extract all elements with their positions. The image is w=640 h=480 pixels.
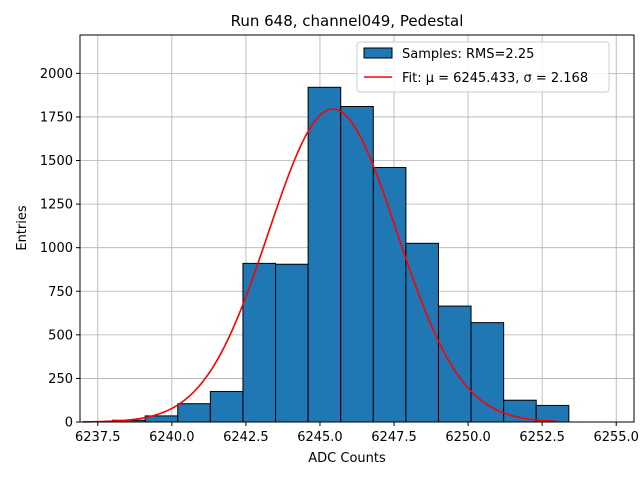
x-tick-label: 6242.5 xyxy=(223,430,269,445)
y-tick-label: 1750 xyxy=(40,110,73,125)
legend-label-fit: Fit: μ = 6245.433, σ = 2.168 xyxy=(402,71,588,86)
x-axis-ticks: 6237.5 6240.0 6242.5 6245.0 6247.5 6250.0 6252… xyxy=(75,422,639,445)
histogram-bar xyxy=(470,322,505,423)
histogram-bar xyxy=(307,86,342,423)
y-tick-label: 500 xyxy=(48,328,73,343)
x-tick-label: 6237.5 xyxy=(75,430,121,445)
y-tick-label: 1000 xyxy=(40,241,73,256)
plot-frame xyxy=(79,34,635,423)
histogram-bar xyxy=(275,263,309,423)
y-tick-label: 2000 xyxy=(40,67,73,82)
gaussian-fit-curve xyxy=(82,108,558,423)
chart-title: Run 648, channel049, Pedestal xyxy=(231,12,464,30)
legend-bar-swatch xyxy=(363,47,393,59)
x-tick-label: 6240.0 xyxy=(149,430,195,445)
histogram-bar xyxy=(209,390,244,423)
legend-label-samples: Samples: RMS=2.25 xyxy=(402,47,534,62)
fit-curve-layer xyxy=(82,108,558,423)
legend: Samples: RMS=2.25 Fit: μ = 6245.433, σ =… xyxy=(356,41,610,93)
legend-box xyxy=(356,41,610,93)
x-axis-label: ADC Counts xyxy=(308,451,386,466)
histogram-bar xyxy=(242,262,277,423)
y-axis-label: Entries xyxy=(15,205,30,251)
x-tick-label: 6255.0 xyxy=(593,430,639,445)
x-tick-label: 6247.5 xyxy=(371,430,417,445)
histogram-bar xyxy=(177,403,211,423)
y-tick-label: 0 xyxy=(65,416,73,431)
histogram-bar xyxy=(437,305,472,423)
histogram-bars xyxy=(112,86,570,423)
y-axis-ticks: 0 250 500 750 1000 1250 1500 1750 2000 xyxy=(40,67,80,431)
y-tick-label: 1250 xyxy=(40,198,73,213)
y-tick-label: 750 xyxy=(48,285,73,300)
histogram-bar xyxy=(372,166,407,423)
histogram-bar xyxy=(535,404,570,423)
y-tick-label: 1500 xyxy=(40,154,73,169)
x-tick-label: 6250.0 xyxy=(445,430,491,445)
x-tick-label: 6245.0 xyxy=(297,430,343,445)
x-tick-label: 6252.5 xyxy=(519,430,565,445)
y-tick-label: 250 xyxy=(48,372,73,387)
